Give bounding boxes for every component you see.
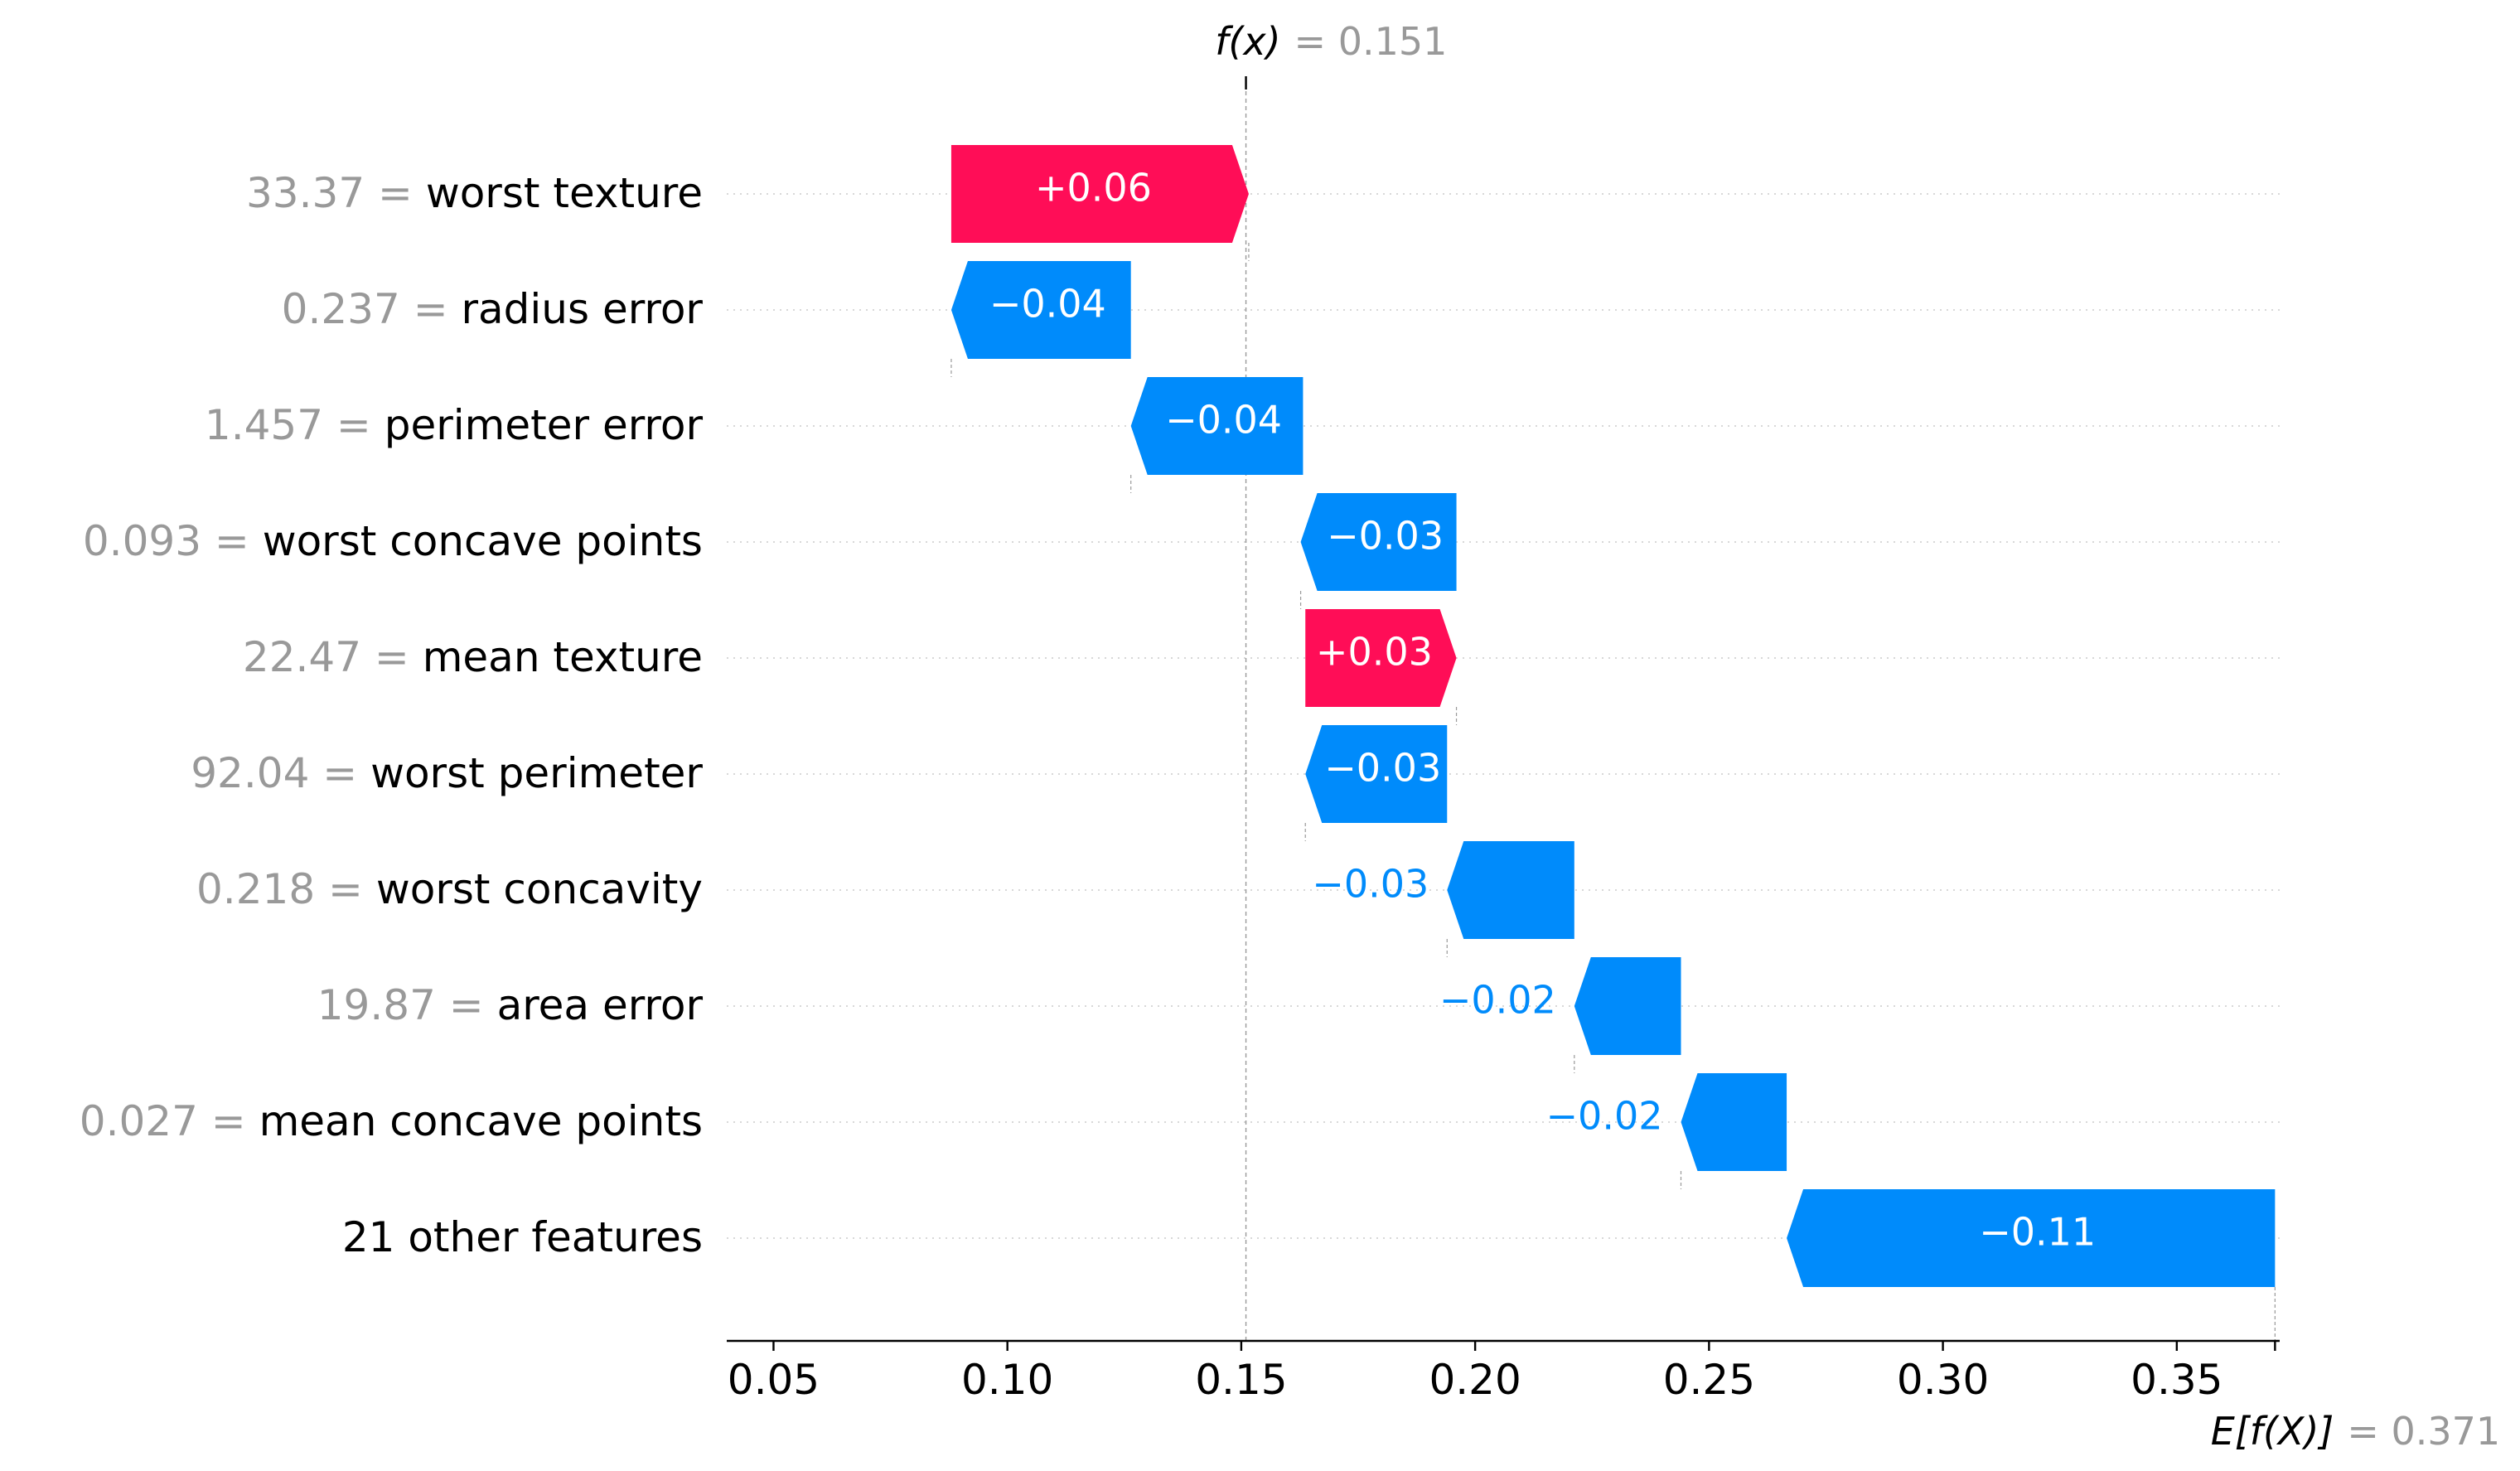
x-tick-label: 0.25 [1663, 1356, 1755, 1404]
fx-label: f(x) [1215, 19, 1280, 64]
feature-label: 92.04 = worst perimeter [191, 749, 703, 797]
bar-value-labels: +0.06 −0.04 −0.04 −0.03 +0.03 −0.03 −0.03 −0.02… [989, 166, 2096, 1255]
feature-label: 1.457 = perimeter error [205, 401, 704, 449]
feature-label: 19.87 = area error [317, 981, 704, 1029]
feature-label: 0.027 = mean concave points [80, 1097, 703, 1145]
row-gridlines [727, 193, 2280, 1239]
x-tick-label: 0.35 [2131, 1356, 2223, 1404]
bars-group [950, 145, 2276, 1287]
x-tick-label: 0.15 [1195, 1356, 1287, 1404]
bar-radius-error [950, 261, 1131, 359]
feature-name: mean concave points [259, 1097, 703, 1145]
bar-worst-concavity [1447, 841, 1574, 939]
feature-value: 1.457 = [205, 401, 385, 449]
feature-name: worst concave points [263, 517, 703, 565]
feature-name: worst texture [426, 169, 703, 217]
x-tick-label: 0.20 [1429, 1356, 1521, 1404]
bar-worst-concave-points [1300, 493, 1457, 591]
feature-value: 0.093 = [83, 517, 263, 565]
bar-mean-concave-points [1681, 1073, 1787, 1171]
feature-value: 0.237 = [282, 285, 462, 333]
x-tick-label: 0.10 [961, 1356, 1053, 1404]
feature-name: area error [497, 981, 704, 1029]
feature-name: perimeter error [385, 401, 704, 449]
bar-area-error [1574, 957, 1681, 1055]
feature-name: worst perimeter [370, 749, 703, 797]
feature-value: 92.04 = [191, 749, 370, 797]
ex-label: E[f(X)] [2211, 1409, 2334, 1454]
feature-label: 21 other features [342, 1213, 703, 1261]
bar-value-label: −0.03 [1324, 746, 1441, 791]
bar-worst-perimeter [1305, 725, 1448, 823]
feature-value: 19.87 = [317, 981, 497, 1029]
fx-annotation: f(x) = 0.151 [1215, 19, 1447, 64]
x-tick-label: 0.05 [728, 1356, 820, 1404]
feature-value: 0.027 = [80, 1097, 259, 1145]
bar-value-label: −0.02 [1439, 978, 1556, 1023]
bar-worst-texture [950, 145, 1249, 243]
feature-label: 33.37 = worst texture [246, 169, 703, 217]
bar-value-label: +0.06 [1035, 166, 1152, 210]
feature-label: 0.237 = radius error [282, 285, 704, 333]
bar-value-label: −0.03 [1327, 514, 1444, 559]
bar-value-label: −0.11 [1979, 1210, 2096, 1255]
fx-value: = 0.151 [1294, 19, 1448, 64]
feature-name: 21 other features [342, 1213, 703, 1261]
feature-name: mean texture [423, 633, 703, 681]
ex-value: = 0.371 [2347, 1409, 2500, 1454]
x-axis: 0.05 0.10 0.15 0.20 0.25 0.30 0.35 [727, 76, 2280, 1404]
feature-value: 0.218 = [196, 865, 376, 913]
bar-connector-lines [950, 243, 2276, 1341]
bar-value-label: −0.02 [1546, 1094, 1663, 1139]
feature-value: 33.37 = [246, 169, 426, 217]
feature-value: 22.47 = [243, 633, 423, 681]
bar-value-label: −0.03 [1312, 862, 1429, 907]
bar-value-label: −0.04 [1165, 398, 1282, 443]
feature-name: worst concavity [376, 865, 703, 913]
bar-perimeter-error [1130, 377, 1304, 475]
bar-value-label: +0.03 [1316, 630, 1433, 675]
x-tick-label: 0.30 [1897, 1356, 1989, 1404]
bar-mean-texture [1305, 609, 1457, 707]
feature-labels: 33.37 = worst texture 0.237 = radius erro… [80, 169, 704, 1261]
ex-annotation: E[f(X)] = 0.371 [2211, 1409, 2500, 1454]
feature-label: 0.093 = worst concave points [83, 517, 703, 565]
bar-value-label: −0.04 [989, 282, 1106, 327]
feature-label: 0.218 = worst concavity [196, 865, 703, 913]
bar-21-other-features [1787, 1189, 2276, 1287]
feature-label: 22.47 = mean texture [243, 633, 703, 681]
feature-name: radius error [461, 285, 703, 333]
